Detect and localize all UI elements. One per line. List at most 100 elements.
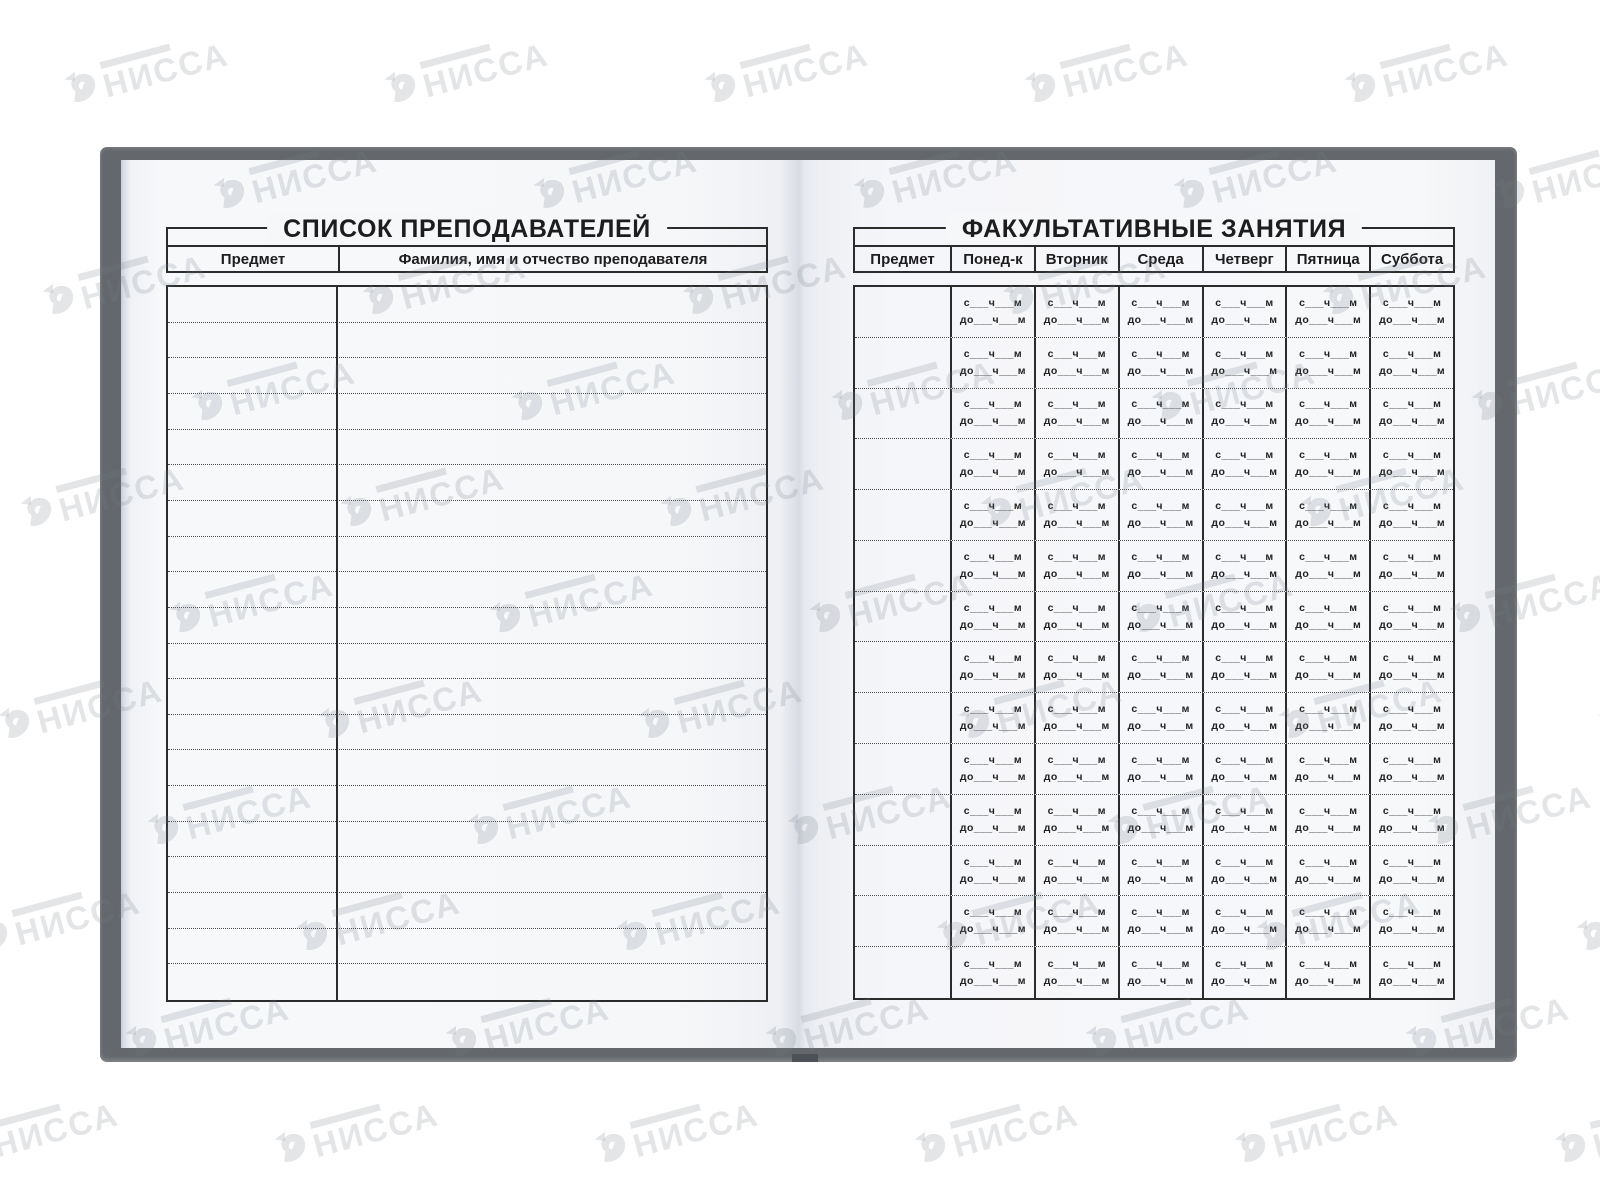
time-from-line: с___ч___м (1382, 855, 1442, 868)
time-from-line: с___ч___м (1047, 601, 1106, 614)
time-from-line: с___ч___м (963, 347, 1023, 360)
time-from-line: с___ч___м (1215, 753, 1274, 766)
time-to-line: до___ч___м (1043, 415, 1110, 428)
time-to-line: до___ч___м (1211, 364, 1278, 377)
time-from-line: с___ч___м (1299, 296, 1358, 309)
time-from-line: с___ч___м (963, 804, 1023, 817)
electives-time-cell: с___ч___м до___ч___м (1201, 337, 1286, 388)
time-from-line: с___ч___м (963, 296, 1023, 309)
electives-time-cell: с___ч___м до___ч___м (1369, 388, 1453, 439)
time-to-line: до___ч___м (959, 567, 1026, 580)
watermark: НИССА (267, 1090, 443, 1171)
time-to-line: до___ч___м (959, 669, 1026, 682)
time-to-line: до___ч___м (1211, 466, 1278, 479)
electives-time-cell: с___ч___м до___ч___м (950, 540, 1034, 591)
time-from-line: с___ч___м (1215, 855, 1274, 868)
electives-time-cell: с___ч___м до___ч___м (1201, 642, 1286, 693)
watermark: НИССА (1547, 1090, 1600, 1171)
watermark-text-wrap: НИССА (1058, 30, 1192, 104)
time-from-line: с___ч___м (1047, 652, 1106, 665)
electives-time-cell: с___ч___м до___ч___м (1201, 540, 1286, 591)
watermark-text-wrap: НИССА (0, 1090, 123, 1164)
watermark-bar (0, 1103, 61, 1130)
electives-time-cell: с___ч___м до___ч___м (1201, 591, 1286, 642)
time-to-line: до___ч___м (1211, 618, 1278, 631)
time-from-line: с___ч___м (1131, 906, 1190, 919)
time-to-line: до___ч___м (1295, 364, 1362, 377)
time-to-line: до___ч___м (1295, 669, 1362, 682)
time-from-line: с___ч___м (1131, 398, 1190, 411)
time-to-line: до___ч___м (959, 974, 1026, 987)
watermark-bar (99, 43, 171, 70)
teachers-row (168, 323, 766, 359)
left-page (121, 160, 800, 1048)
watermark: НИССА (57, 30, 233, 111)
time-to-line: до___ч___м (1043, 974, 1110, 987)
time-from-line: с___ч___м (1299, 906, 1358, 919)
watermark-bar (629, 1103, 701, 1130)
time-from-line: с___ч___м (1131, 449, 1190, 462)
time-from-line: с___ч___м (1131, 652, 1190, 665)
time-from-line: с___ч___м (1215, 703, 1274, 716)
time-from-line: с___ч___м (1382, 347, 1442, 360)
nissa-logo-icon (1188, 0, 1235, 4)
time-to-line: до___ч___м (1379, 974, 1446, 987)
watermark: НИССА (548, 0, 722, 4)
time-from-line: с___ч___м (1382, 906, 1442, 919)
electives-time-cell: с___ч___м до___ч___м (1033, 337, 1118, 388)
electives-time-cell: с___ч___м до___ч___м (950, 693, 1034, 744)
watermark-text-wrap: НИССА (1268, 1090, 1402, 1164)
time-to-line: до___ч___м (1127, 466, 1194, 479)
time-to-line: до___ч___м (1043, 770, 1110, 783)
time-to-line: до___ч___м (1379, 466, 1446, 479)
electives-time-cell: с___ч___м до___ч___м (1033, 388, 1118, 439)
time-to-line: до___ч___м (1379, 770, 1446, 783)
watermark: НИССА (1227, 1090, 1403, 1171)
watermark-text-wrap: НИССА (1588, 1090, 1600, 1164)
watermark: НИССА (1591, 666, 1600, 747)
nissa-logo-icon (274, 1131, 306, 1162)
time-to-line: до___ч___м (1043, 872, 1110, 885)
time-to-line: до___ч___м (1295, 872, 1362, 885)
electives-time-cell: с___ч___м до___ч___м (950, 947, 1034, 998)
time-to-line: до___ч___м (1295, 720, 1362, 733)
electives-subject-cell (855, 896, 950, 946)
time-to-line: до___ч___м (1043, 567, 1110, 580)
time-to-line: до___ч___м (1043, 821, 1110, 834)
time-to-line: до___ч___м (1295, 770, 1362, 783)
watermark: НИССА (0, 0, 82, 4)
watermark-bar (1589, 1103, 1600, 1130)
time-to-line: до___ч___м (1211, 923, 1278, 936)
nissa-logo-icon (1234, 1131, 1266, 1162)
time-to-line: до___ч___м (1211, 821, 1278, 834)
time-from-line: с___ч___м (1215, 550, 1274, 563)
electives-time-cell: с___ч___м до___ч___м (950, 490, 1034, 540)
time-from-line: с___ч___м (1299, 500, 1358, 513)
teachers-column-subject: Предмет (220, 250, 286, 268)
electives-header-panel: ФАКУЛЬТАТИВНЫЕ ЗАНЯТИЯ Предмет Понед-к Вто… (853, 214, 1455, 273)
electives-time-cell: с___ч___м до___ч___м (1369, 947, 1453, 998)
time-to-line: до___ч___м (1043, 923, 1110, 936)
time-to-line: до___ч___м (1379, 720, 1446, 733)
time-to-line: до___ч___м (1295, 567, 1362, 580)
time-from-line: с___ч___м (1047, 855, 1106, 868)
electives-time-cell: с___ч___м до___ч___м (1201, 490, 1286, 540)
nissa-logo-icon (1554, 1131, 1586, 1162)
time-from-line: с___ч___м (1215, 449, 1274, 462)
electives-time-cell: с___ч___м до___ч___м (1285, 388, 1369, 439)
electives-subject-cell (855, 287, 950, 337)
electives-time-cell: с___ч___м до___ч___м (950, 337, 1034, 388)
watermark-text-wrap: НИССА (418, 30, 552, 104)
time-to-line: до___ч___м (1295, 821, 1362, 834)
nissa-logo-icon (42, 283, 74, 314)
time-from-line: с___ч___м (1299, 347, 1358, 360)
time-from-line: с___ч___м (1047, 906, 1106, 919)
electives-row: с___ч___м до___ч___м с___ч___м до___ч___м с_… (855, 845, 1453, 897)
nissa-logo-icon (1344, 71, 1376, 102)
time-from-line: с___ч___м (963, 398, 1023, 411)
time-from-line: с___ч___м (1047, 550, 1106, 563)
time-from-line: с___ч___м (1047, 753, 1106, 766)
electives-time-cell: с___ч___м до___ч___м (1033, 287, 1118, 337)
time-from-line: с___ч___м (1215, 652, 1274, 665)
electives-row: с___ч___м до___ч___м с___ч___м до___ч___м с_… (855, 896, 1453, 948)
